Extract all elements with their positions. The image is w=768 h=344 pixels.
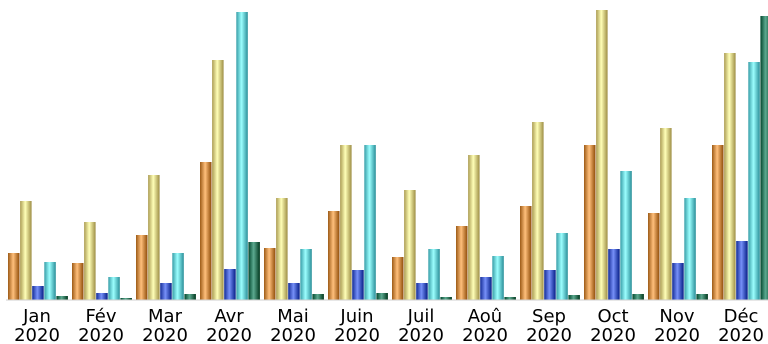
bar-series-3-4: [224, 269, 236, 300]
x-tick-label-month: Nov: [659, 306, 694, 327]
x-tick-label-month: Sep: [532, 306, 566, 327]
bar-series-3-3: [160, 283, 172, 300]
bar-series-1-10: [584, 145, 596, 300]
bar-series-4-4: [236, 12, 248, 300]
x-tick-label-month: Déc: [724, 306, 759, 327]
bar-series-2-3: [148, 175, 160, 300]
bar-series-2-12: [724, 53, 736, 300]
bar-series-1-4: [200, 162, 212, 300]
bar-series-3-1: [32, 286, 44, 300]
bar-series-3-9: [544, 270, 556, 300]
bar-series-5-3: [184, 294, 196, 300]
bar-series-1-6: [328, 211, 340, 300]
x-tick-label-month: Oct: [597, 306, 628, 327]
x-tick-label-year: 2020: [78, 325, 124, 344]
bar-series-2-8: [468, 155, 480, 300]
bar-series-5-1: [56, 296, 68, 300]
x-tick-label-month: Aoû: [468, 306, 502, 327]
bar-series-5-2: [120, 298, 132, 300]
bar-series-4-7: [428, 249, 440, 300]
x-tick-label-year: 2020: [14, 325, 60, 344]
bar-series-3-10: [608, 249, 620, 300]
bar-series-5-12: [760, 16, 768, 300]
bar-series-4-6: [364, 145, 376, 300]
bar-series-3-11: [672, 263, 684, 300]
bar-series-2-7: [404, 190, 416, 300]
x-tick-label-year: 2020: [462, 325, 508, 344]
bar-series-1-11: [648, 213, 660, 300]
bar-series-4-1: [44, 262, 56, 300]
bar-series-1-7: [392, 257, 404, 300]
bar-series-1-2: [72, 263, 84, 300]
bar-series-2-1: [20, 201, 32, 300]
bar-series-2-9: [532, 122, 544, 300]
bar-series-1-9: [520, 206, 532, 300]
x-tick-label-year: 2020: [590, 325, 636, 344]
x-tick-label-year: 2020: [142, 325, 188, 344]
bar-series-5-4: [248, 242, 260, 300]
bar-series-4-11: [684, 198, 696, 300]
x-tick-label-month: Jan: [22, 306, 51, 327]
bar-series-4-10: [620, 171, 632, 300]
bar-series-2-2: [84, 222, 96, 300]
bar-series-3-7: [416, 283, 428, 300]
bar-series-4-8: [492, 256, 504, 300]
x-tick-label-month: Juil: [407, 306, 435, 327]
bar-series-1-3: [136, 235, 148, 300]
x-tick-label-month: Avr: [214, 306, 244, 327]
x-tick-label-year: 2020: [334, 325, 380, 344]
bar-series-2-6: [340, 145, 352, 300]
bar-series-3-5: [288, 283, 300, 300]
bar-series-4-3: [172, 253, 184, 300]
x-tick-label-month: Juin: [339, 306, 373, 327]
bar-series-1-8: [456, 226, 468, 300]
x-tick-label-month: Mar: [148, 306, 183, 327]
x-tick-label-month: Fév: [85, 306, 116, 327]
bar-series-5-9: [568, 295, 580, 300]
bar-series-4-5: [300, 249, 312, 300]
bar-series-5-8: [504, 297, 516, 300]
bar-series-4-2: [108, 277, 120, 300]
bar-series-2-10: [596, 10, 608, 300]
bar-series-3-2: [96, 293, 108, 300]
bar-series-5-5: [312, 294, 324, 300]
x-tick-label-year: 2020: [270, 325, 316, 344]
x-tick-label-month: Mai: [277, 306, 309, 327]
bar-series-2-5: [276, 198, 288, 300]
bar-series-4-12: [748, 62, 760, 300]
x-tick-label-year: 2020: [718, 325, 764, 344]
bar-series-5-6: [376, 293, 388, 300]
bar-series-1-5: [264, 248, 276, 300]
bar-series-1-1: [8, 253, 20, 300]
bar-series-5-11: [696, 294, 708, 300]
bar-series-3-6: [352, 270, 364, 300]
bar-series-2-11: [660, 128, 672, 300]
x-tick-label-year: 2020: [398, 325, 444, 344]
bars-group: [8, 10, 768, 300]
bar-series-5-10: [632, 294, 644, 300]
bar-series-4-9: [556, 233, 568, 300]
bar-series-3-8: [480, 277, 492, 300]
bar-series-5-7: [440, 297, 452, 300]
bar-series-2-4: [212, 60, 224, 300]
x-tick-labels: Jan2020Fév2020Mar2020Avr2020Mai2020Juin2…: [14, 306, 764, 344]
x-tick-label-year: 2020: [526, 325, 572, 344]
x-tick-label-year: 2020: [654, 325, 700, 344]
x-tick-label-year: 2020: [206, 325, 252, 344]
bar-series-3-12: [736, 241, 748, 300]
bar-series-1-12: [712, 145, 724, 300]
